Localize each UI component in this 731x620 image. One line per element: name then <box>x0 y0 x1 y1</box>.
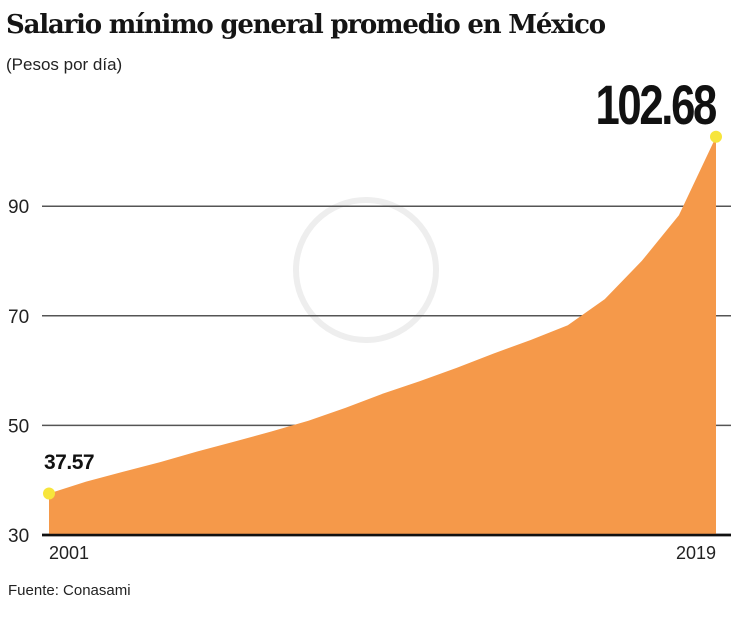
source-note: Fuente: Conasami <box>8 582 131 599</box>
x-tick-label: 2001 <box>49 543 89 563</box>
data-point-marker <box>710 130 722 143</box>
area-series <box>49 136 716 535</box>
data-label-end: 102.68 <box>595 74 716 136</box>
data-label-start: 37.57 <box>44 451 94 474</box>
y-tick-label: 70 <box>8 307 29 328</box>
data-point-marker <box>43 487 55 500</box>
chart-subtitle: (Pesos por día) <box>6 55 123 74</box>
chart-title: Salario mínimo general promedio en Méxic… <box>6 10 606 40</box>
watermark-emblem-icon <box>293 197 439 343</box>
y-tick-label: 90 <box>8 197 29 218</box>
y-tick-label: 50 <box>8 416 29 437</box>
x-tick-label: 2019 <box>676 543 716 563</box>
y-tick-label: 30 <box>8 526 29 547</box>
